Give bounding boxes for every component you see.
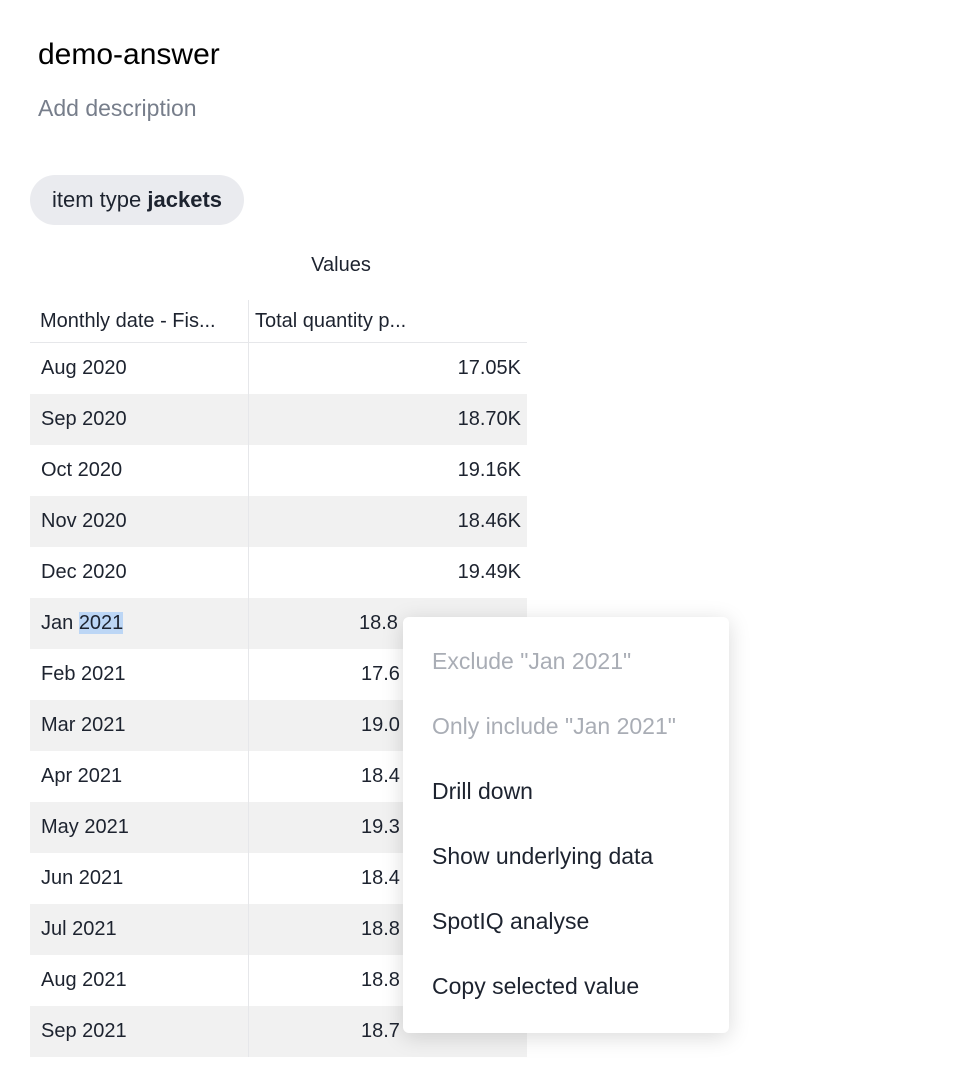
date-cell[interactable]: Sep 2021 (30, 1006, 249, 1057)
value-text: 19.16K (457, 459, 521, 481)
value-text: 19.0 (361, 714, 400, 736)
date-cell[interactable]: Aug 2020 (30, 343, 249, 395)
table-row[interactable]: Sep 2020 18.70K (30, 394, 527, 445)
date-text: Aug 2020 (41, 357, 127, 379)
selected-text[interactable]: 2021 (78, 612, 124, 634)
table-row[interactable]: Dec 2020 19.49K (30, 547, 527, 598)
value-cell[interactable]: 19.16K (248, 445, 527, 496)
date-cell[interactable]: Nov 2020 (30, 496, 249, 547)
table-row[interactable]: Jan 2021 18.8 (30, 598, 527, 649)
values-group-header: Values (311, 254, 371, 276)
date-text: Sep 2020 (41, 408, 127, 430)
date-prefix: Jan (41, 612, 79, 634)
value-cell[interactable]: 17.05K (248, 342, 527, 394)
date-text: Nov 2020 (41, 510, 127, 532)
date-text: May 2021 (41, 816, 129, 838)
date-cell[interactable]: Oct 2020 (30, 445, 249, 496)
date-cell[interactable]: May 2021 (30, 802, 249, 853)
table-row[interactable]: Jul 2021 18.8 (30, 904, 527, 955)
answer-title[interactable]: demo-answer (38, 38, 220, 71)
value-text: 17.05K (457, 357, 521, 379)
filter-chip[interactable]: item type jackets (30, 175, 245, 225)
filter-value: jackets (147, 187, 223, 212)
date-cell[interactable]: Dec 2020 (30, 547, 249, 598)
column-header-date[interactable]: Monthly date - Fis... (30, 300, 249, 343)
date-text: Oct 2020 (41, 459, 123, 481)
menu-item-spotiq-analyse[interactable]: SpotIQ analyse (432, 908, 590, 934)
menu-item-only-include-jan-2021: Only include "Jan 2021" (432, 713, 676, 739)
menu-item-show-underlying-data[interactable]: Show underlying data (432, 843, 654, 869)
table-row[interactable]: Nov 2020 18.46K (30, 496, 527, 547)
menu-item-drill-down[interactable]: Drill down (432, 778, 533, 804)
value-text: 18.46K (457, 510, 521, 532)
value-cell[interactable]: 19.49K (248, 547, 527, 598)
filter-label: item type (52, 187, 142, 212)
value-text: 18.4 (361, 867, 400, 889)
column-header-quantity[interactable]: Total quantity p... (248, 300, 527, 343)
date-text: Aug 2021 (41, 969, 127, 991)
date-text: Apr 2021 (41, 765, 123, 787)
date-cell[interactable]: Jun 2021 (30, 853, 249, 904)
value-text: 18.8 (359, 612, 398, 634)
menu-item-copy-selected-value[interactable]: Copy selected value (432, 973, 640, 999)
value-text: 18.70K (457, 408, 521, 430)
value-text: 18.7 (361, 1020, 400, 1042)
date-cell[interactable]: Feb 2021 (30, 649, 249, 700)
date-cell[interactable]: Sep 2020 (30, 394, 249, 445)
value-text: 19.49K (457, 561, 521, 583)
description-field[interactable]: Add description (38, 95, 197, 121)
table-row[interactable]: Oct 2020 19.16K (30, 445, 527, 496)
menu-item-exclude-jan-2021: Exclude "Jan 2021" (432, 648, 632, 674)
date-text: Feb 2021 (41, 663, 126, 685)
date-text: Jun 2021 (41, 867, 124, 889)
value-text: 17.6 (361, 663, 400, 685)
date-cell[interactable]: Jul 2021 (30, 904, 249, 955)
date-cell[interactable]: Jan 2021 (30, 598, 249, 649)
date-text: Dec 2020 (41, 561, 127, 583)
context-menu: Exclude "Jan 2021" Only include "Jan 2021… (403, 617, 729, 1033)
value-text: 18.8 (361, 918, 400, 940)
date-cell[interactable]: Aug 2021 (30, 955, 249, 1006)
date-text: Sep 2021 (41, 1020, 127, 1042)
date-cell[interactable]: Apr 2021 (30, 751, 249, 802)
value-cell[interactable]: 18.70K (248, 394, 527, 445)
value-cell[interactable]: 18.46K (248, 496, 527, 547)
date-cell[interactable]: Mar 2021 (30, 700, 249, 751)
value-text: 18.4 (361, 765, 400, 787)
value-text: 19.3 (361, 816, 400, 838)
table-row[interactable]: Aug 2020 17.05K (30, 342, 527, 395)
value-text: 18.8 (361, 969, 400, 991)
date-text: Jul 2021 (41, 918, 117, 940)
date-text: Mar 2021 (41, 714, 126, 736)
